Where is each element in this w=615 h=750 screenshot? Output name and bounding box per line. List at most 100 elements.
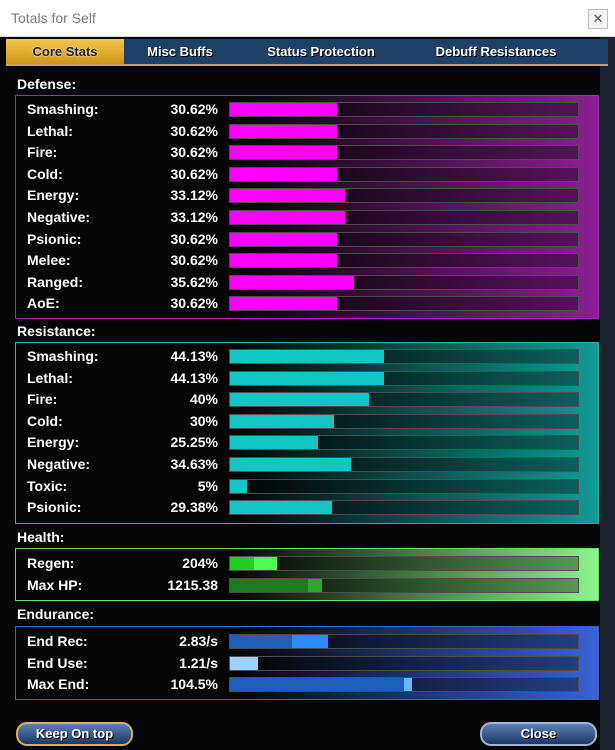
endurance-bar-fill-extra [291, 635, 329, 648]
tab-debuff-resistances[interactable]: Debuff Resistances [435, 44, 557, 59]
endurance-row-value: 104.5% [170, 676, 218, 693]
resistance-bar-fill [230, 371, 384, 385]
resistance-bar-track [229, 435, 579, 451]
defense-bar-track [229, 166, 579, 182]
tab-core-stats[interactable]: Core Stats [6, 39, 124, 64]
endurance-row-label: Max End: [27, 676, 90, 693]
resistance-row-value: 30% [189, 412, 218, 429]
defense-row: AoE: 30.62% [16, 292, 598, 313]
defense-row-label: Lethal: [27, 122, 73, 139]
resistance-row-value: 29.38% [170, 499, 218, 516]
defense-bar-track [229, 102, 579, 117]
background-strip [600, 37, 615, 750]
resistance-row: Psionic: 29.38% [16, 496, 598, 517]
defense-row-label: Ranged: [27, 273, 83, 290]
endurance-bar-fill-extra [404, 678, 412, 692]
defense-bar-track [229, 231, 579, 247]
health-row: Max HP: 1215.38 [16, 574, 598, 595]
defense-bar-fill [230, 189, 346, 203]
resistance-bar-fill [230, 501, 333, 515]
resistance-bar-track [229, 478, 579, 494]
endurance-row-label: End Rec: [27, 633, 88, 649]
defense-row-value: 35.62% [170, 273, 218, 290]
close-button[interactable]: Close [480, 722, 597, 746]
resistance-bar-fill [230, 436, 318, 450]
tab-status-protection[interactable]: Status Protection [267, 44, 375, 59]
defense-row-label: Melee: [27, 252, 71, 269]
endurance-row: Max End: 104.5% [16, 673, 598, 694]
defense-row-value: 30.62% [170, 295, 218, 312]
health-row-value: 204% [182, 555, 218, 571]
defense-row-label: Cold: [27, 165, 63, 182]
resistance-row-label: Energy: [27, 434, 80, 451]
resistance-row-label: Toxic: [27, 477, 68, 494]
health-row: Regen: 204% [16, 552, 598, 573]
defense-bar-fill [230, 211, 346, 224]
endurance-row: End Use: 1.21/s [16, 652, 598, 673]
defense-row-value: 33.12% [170, 187, 218, 204]
endurance-bar-track [229, 634, 579, 649]
resistance-row-label: Cold: [27, 412, 63, 429]
defense-row-value: 30.62% [170, 144, 218, 161]
defense-row: Energy: 33.12% [16, 184, 598, 205]
resistance-bar-fill [230, 350, 384, 363]
health-bar-fill [230, 578, 309, 592]
defense-row-value: 30.62% [170, 122, 218, 139]
tab-misc-buffs[interactable]: Misc Buffs [147, 44, 213, 59]
defense-bar-track [229, 210, 579, 225]
defense-row: Psionic: 30.62% [16, 228, 598, 249]
defense-bar-track [229, 253, 579, 269]
health-bar-track [229, 577, 579, 593]
resistance-row: Negative: 34.63% [16, 453, 598, 474]
resistance-bar-track [229, 370, 579, 386]
defense-row-value: 30.62% [170, 101, 218, 117]
endurance-row: End Rec: 2.83/s [16, 630, 598, 651]
defense-row-label: Energy: [27, 187, 80, 204]
resistance-row: Cold: 30% [16, 410, 598, 431]
window-title: Totals for Self [11, 10, 96, 26]
resistance-row: Fire: 40% [16, 388, 598, 409]
defense-row-label: Psionic: [27, 230, 82, 247]
keep-on-top-button[interactable]: Keep On top [16, 722, 133, 746]
resistance-row-value: 44.13% [170, 369, 218, 386]
resistance-bar-fill [230, 458, 351, 471]
health-row-label: Regen: [27, 555, 75, 571]
resistance-bar-track [229, 392, 579, 408]
resistance-row-label: Psionic: [27, 499, 82, 516]
health-bar-fill-extra [308, 578, 323, 592]
defense-row: Smashing: 30.62% [16, 98, 598, 119]
close-icon[interactable]: ✕ [588, 9, 608, 29]
resistance-bar-track [229, 413, 579, 429]
resistance-section-label: Resistance: [17, 323, 96, 339]
resistance-row-value: 44.13% [170, 348, 218, 364]
totals-panel: Core Stats Misc Buffs Status Protection … [0, 37, 608, 750]
endurance-panel: End Rec: 2.83/s End Use: 1.21/s Max End: 104.… [15, 626, 599, 700]
resistance-row-label: Lethal: [27, 369, 73, 386]
defense-bar-fill [230, 167, 337, 181]
defense-row: Fire: 30.62% [16, 141, 598, 162]
defense-bar-track [229, 274, 579, 290]
resistance-row-label: Smashing: [27, 348, 99, 364]
resistance-bar-track [229, 349, 579, 364]
defense-row: Lethal: 30.62% [16, 120, 598, 141]
defense-bar-track [229, 123, 579, 139]
resistance-bar-track [229, 457, 579, 472]
tab-bar: Core Stats Misc Buffs Status Protection … [6, 39, 608, 66]
health-row-label: Max HP: [27, 576, 83, 593]
endurance-row-label: End Use: [27, 654, 88, 671]
resistance-row: Lethal: 44.13% [16, 367, 598, 388]
resistance-bar-fill [230, 414, 335, 428]
defense-bar-fill [230, 103, 337, 116]
health-section-label: Health: [17, 529, 65, 545]
health-row-value: 1215.38 [167, 576, 218, 593]
resistance-row: Energy: 25.25% [16, 431, 598, 452]
defense-bar-fill [230, 254, 337, 268]
defense-bar-fill [230, 275, 354, 289]
defense-panel: Smashing: 30.62% Lethal: 30.62% Fire: 30.62% C… [15, 95, 599, 319]
resistance-row-label: Fire: [27, 391, 58, 408]
window-titlebar: Totals for Self ✕ [0, 0, 615, 37]
resistance-row: Smashing: 44.13% [16, 345, 598, 366]
defense-row: Cold: 30.62% [16, 163, 598, 184]
resistance-row: Toxic: 5% [16, 475, 598, 496]
defense-row-label: Negative: [27, 209, 91, 225]
